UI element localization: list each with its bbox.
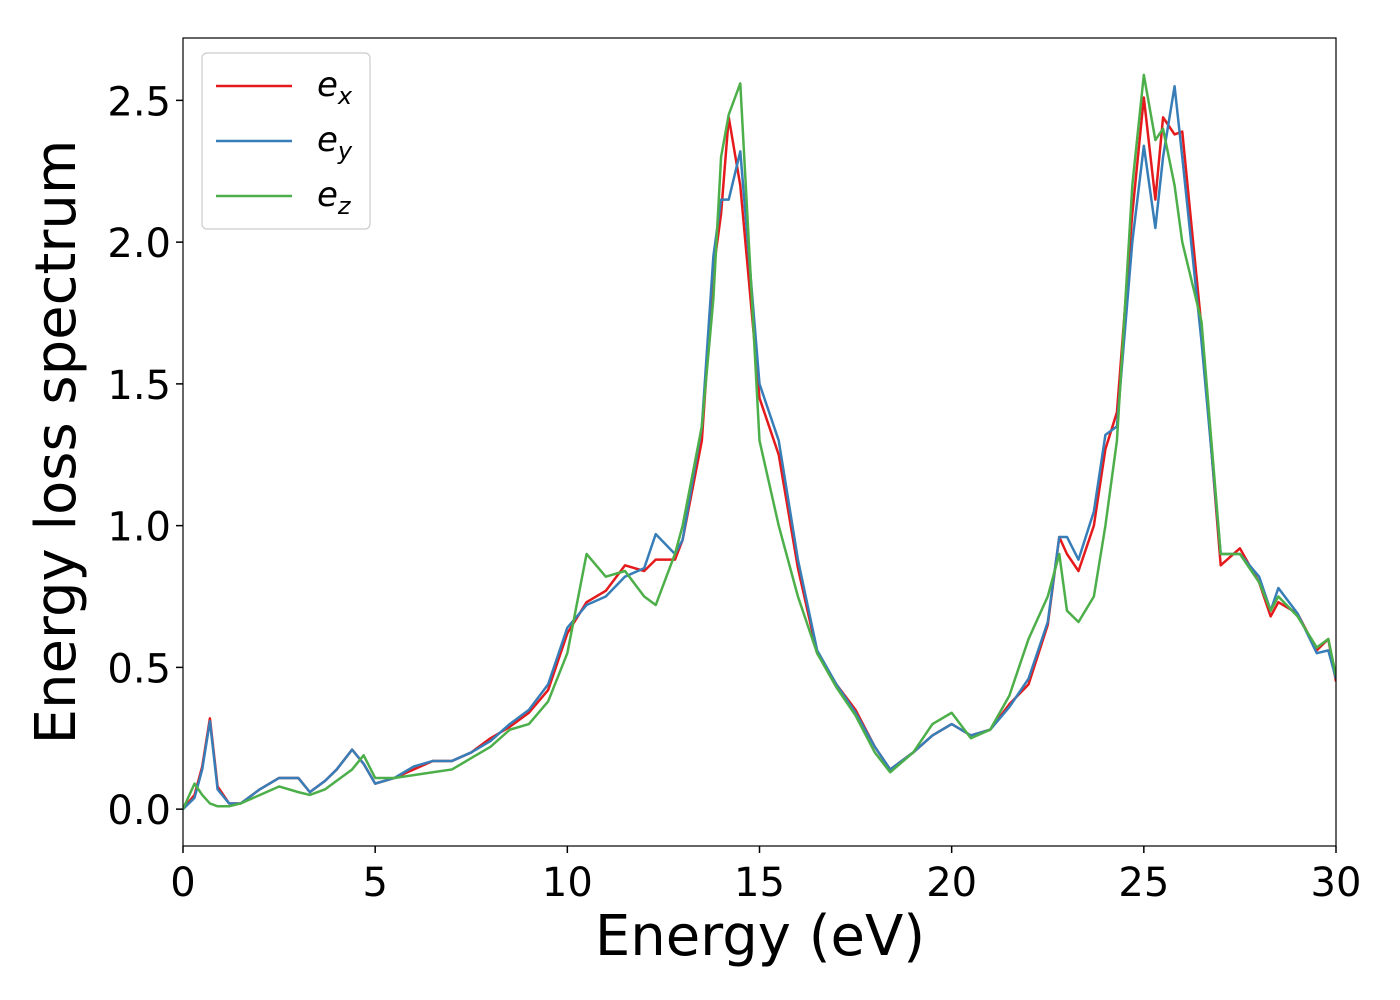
plot-frame — [182, 37, 1337, 847]
x-tick-label: 20 — [926, 860, 977, 906]
x-tick-label: 25 — [1118, 860, 1169, 906]
y-tick-label: 1.5 — [107, 363, 171, 409]
legend-label: ey — [317, 120, 353, 165]
y-tick-label: 2.5 — [107, 79, 171, 125]
x-tick-label: 30 — [1311, 860, 1362, 906]
x-tick-label: 15 — [734, 860, 785, 906]
y-tick-label: 2.0 — [107, 221, 171, 267]
x-axis-label: Energy (eV) — [595, 904, 925, 969]
y-tick-label: 0.5 — [107, 646, 171, 692]
legend-label: ex — [317, 65, 353, 110]
series-line — [183, 73, 1336, 810]
x-tick-label: 10 — [542, 860, 593, 906]
x-tick-label: 0 — [170, 860, 195, 906]
x-tick-label: 5 — [362, 860, 387, 906]
y-axis-label: Energy loss spectrum — [24, 140, 89, 745]
y-tick-label: 1.0 — [107, 505, 171, 551]
legend-label: ez — [317, 175, 352, 220]
y-tick-label: 0.0 — [107, 788, 171, 834]
